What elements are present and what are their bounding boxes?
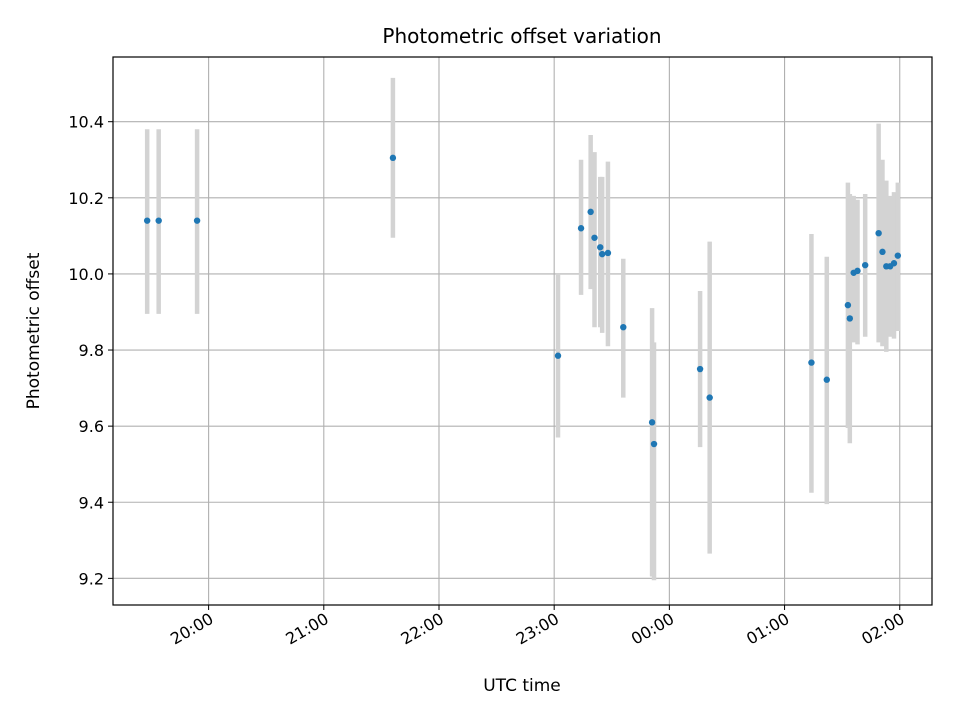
x-axis-label: UTC time: [483, 676, 561, 696]
data-point: [620, 323, 627, 331]
data-point: [894, 252, 902, 259]
data-point: [193, 217, 201, 224]
data-point: [604, 249, 612, 257]
data-point: [890, 260, 898, 267]
data-point: [875, 229, 882, 237]
data-point: [155, 217, 162, 224]
data-point: [706, 394, 713, 401]
data-point: [143, 217, 151, 224]
chart-title: Photometric offset variation: [382, 24, 661, 48]
y-axis-ticks: 9.2 9.4 9.6 9.8 10.0 10.2 10.4: [68, 113, 113, 588]
data-point: [389, 154, 397, 162]
data-point: [587, 208, 594, 216]
y-tick-label: 10.2: [68, 189, 104, 208]
data-point: [650, 440, 658, 448]
y-tick-label: 9.8: [79, 341, 104, 360]
data-points: [143, 154, 902, 448]
data-point: [879, 248, 886, 256]
data-point: [861, 261, 869, 269]
y-tick-label: 10.4: [68, 113, 104, 132]
data-point: [591, 234, 598, 241]
y-tick-label: 9.2: [79, 569, 104, 588]
plot-frame: [112, 56, 933, 606]
data-point: [597, 244, 604, 251]
data-point: [823, 376, 830, 383]
data-point: [846, 315, 854, 322]
data-point: [598, 250, 606, 258]
y-axis-label: Photometric offset: [24, 252, 44, 409]
data-point: [554, 352, 562, 359]
y-tick-label: 10.0: [68, 265, 104, 284]
y-tick-label: 9.6: [79, 417, 104, 436]
data-point: [696, 365, 704, 373]
data-point: [577, 225, 585, 232]
data-point: [808, 359, 815, 366]
data-point: [854, 267, 861, 275]
y-tick-label: 9.4: [79, 493, 104, 512]
data-point: [844, 301, 852, 309]
grid-lines: [113, 57, 932, 605]
data-point: [648, 419, 656, 426]
